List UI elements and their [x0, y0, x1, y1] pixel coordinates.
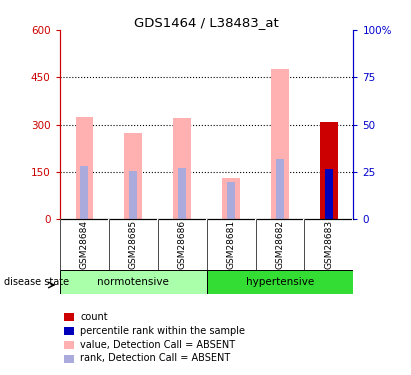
- Bar: [271, 69, 289, 219]
- Bar: [325, 169, 333, 219]
- Text: GSM28682: GSM28682: [275, 220, 284, 269]
- Bar: [226, 182, 236, 219]
- Text: GSM28684: GSM28684: [80, 220, 89, 269]
- Bar: [321, 122, 337, 219]
- Bar: [80, 166, 88, 219]
- Text: GSM28686: GSM28686: [178, 220, 187, 269]
- Text: count: count: [80, 312, 108, 322]
- Bar: [129, 171, 137, 219]
- Bar: [206, 270, 353, 294]
- Bar: [276, 159, 284, 219]
- Bar: [76, 117, 92, 219]
- Bar: [222, 178, 240, 219]
- Text: GSM28681: GSM28681: [226, 220, 236, 269]
- Text: hypertensive: hypertensive: [246, 277, 314, 287]
- Bar: [60, 270, 206, 294]
- Bar: [173, 118, 191, 219]
- Bar: [178, 168, 187, 219]
- Text: percentile rank within the sample: percentile rank within the sample: [80, 326, 245, 336]
- Text: disease state: disease state: [4, 277, 69, 287]
- Text: GSM28685: GSM28685: [129, 220, 138, 269]
- Title: GDS1464 / L38483_at: GDS1464 / L38483_at: [134, 16, 279, 29]
- Text: rank, Detection Call = ABSENT: rank, Detection Call = ABSENT: [80, 354, 231, 363]
- Text: GSM28683: GSM28683: [324, 220, 333, 269]
- Text: normotensive: normotensive: [97, 277, 169, 287]
- Bar: [125, 133, 142, 219]
- Text: value, Detection Call = ABSENT: value, Detection Call = ABSENT: [80, 340, 235, 350]
